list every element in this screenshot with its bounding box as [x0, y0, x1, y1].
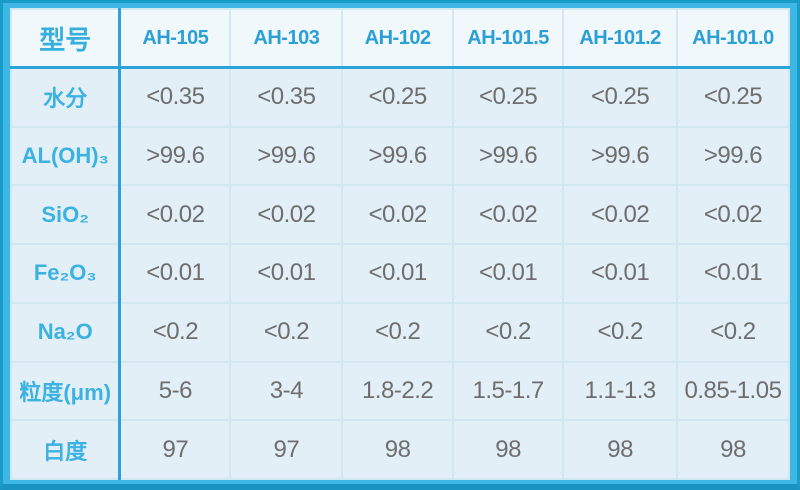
column-header-ah-102: AH-102: [341, 8, 454, 70]
table-cell: <0.2: [675, 301, 791, 363]
table-cell: 1.5-1.7: [451, 360, 565, 422]
row-label-particle-size: 粒度(μm): [10, 360, 122, 422]
row-label-aloh3: AL(OH)₃: [10, 125, 122, 187]
table-cell: <0.35: [229, 66, 344, 128]
table-cell: <0.25: [451, 66, 565, 128]
column-header-ah-103: AH-103: [229, 8, 344, 70]
table-cell: 98: [562, 419, 678, 480]
row-label-whiteness: 白度: [10, 419, 122, 480]
table-row-fe2o3: Fe₂O₃ <0.01 <0.01 <0.01 <0.01 <0.01 <0.0…: [10, 243, 791, 304]
column-header-ah-101-0: AH-101.0: [675, 8, 791, 70]
table-cell: <0.25: [341, 66, 454, 128]
table-cell: 97: [118, 419, 232, 480]
table-cell: 98: [675, 419, 791, 480]
table-cell: <0.02: [118, 184, 232, 245]
table-row-moisture: 水分 <0.35 <0.35 <0.25 <0.25 <0.25 <0.25: [10, 66, 791, 128]
table-cell: 1.1-1.3: [562, 360, 678, 422]
table-row-sio2: SiO₂ <0.02 <0.02 <0.02 <0.02 <0.02 <0.02: [10, 184, 791, 245]
table-cell: <0.2: [562, 301, 678, 363]
table-cell: 1.8-2.2: [341, 360, 454, 422]
table-cell: <0.02: [341, 184, 454, 245]
table-cell: <0.25: [562, 66, 678, 128]
table-cell: >99.6: [118, 125, 232, 187]
table-cell: >99.6: [562, 125, 678, 187]
table-cell: <0.01: [451, 243, 565, 304]
table-cell: >99.6: [341, 125, 454, 187]
table-cell: <0.01: [229, 243, 344, 304]
table-cell: <0.02: [451, 184, 565, 245]
table-cell: 98: [341, 419, 454, 480]
table-cell: <0.02: [675, 184, 791, 245]
table-cell: <0.2: [341, 301, 454, 363]
table-cell: <0.2: [451, 301, 565, 363]
table-row-particle-size: 粒度(μm) 5-6 3-4 1.8-2.2 1.5-1.7 1.1-1.3 0…: [10, 360, 791, 422]
table-cell: <0.2: [118, 301, 232, 363]
table-cell: <0.25: [675, 66, 791, 128]
corner-header-model: 型号: [10, 8, 122, 70]
table-cell: 3-4: [229, 360, 344, 422]
column-header-ah-101-5: AH-101.5: [451, 8, 565, 70]
table-cell: 0.85-1.05: [675, 360, 791, 422]
table-cell: 97: [229, 419, 344, 480]
row-label-sio2: SiO₂: [10, 184, 122, 245]
row-label-moisture: 水分: [10, 66, 122, 128]
table-row-whiteness: 白度 97 97 98 98 98 98: [10, 419, 791, 480]
column-header-ah-101-2: AH-101.2: [562, 8, 678, 70]
table-cell: <0.35: [118, 66, 232, 128]
spec-table: 型号 AH-105 AH-103 AH-102 AH-101.5 AH-101.…: [10, 8, 791, 480]
row-label-fe2o3: Fe₂O₃: [10, 243, 122, 304]
table-cell: <0.02: [229, 184, 344, 245]
table-cell: 5-6: [118, 360, 232, 422]
table-cell: 98: [451, 419, 565, 480]
table-cell: <0.01: [562, 243, 678, 304]
table-cell: >99.6: [451, 125, 565, 187]
table-cell: <0.01: [675, 243, 791, 304]
header-row: 型号 AH-105 AH-103 AH-102 AH-101.5 AH-101.…: [10, 8, 791, 70]
table-cell: >99.6: [229, 125, 344, 187]
table-cell: <0.2: [229, 301, 344, 363]
table-row-na2o: Na₂O <0.2 <0.2 <0.2 <0.2 <0.2 <0.2: [10, 301, 791, 363]
table-cell: >99.6: [675, 125, 791, 187]
table-row-aloh3: AL(OH)₃ >99.6 >99.6 >99.6 >99.6 >99.6 >9…: [10, 125, 791, 187]
table-cell: <0.02: [562, 184, 678, 245]
row-label-na2o: Na₂O: [10, 301, 122, 363]
column-header-ah-105: AH-105: [118, 8, 232, 70]
table-cell: <0.01: [118, 243, 232, 304]
table-cell: <0.01: [341, 243, 454, 304]
